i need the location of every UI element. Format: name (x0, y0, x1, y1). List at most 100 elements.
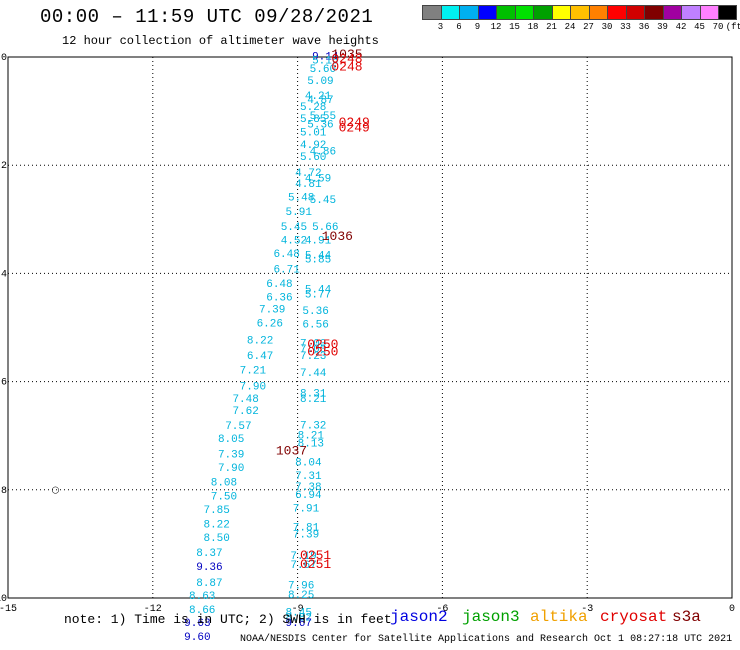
wave-height-label: 5.01 (300, 127, 327, 139)
color-swatch (570, 5, 589, 20)
color-scale-label: 3 (437, 22, 444, 32)
wave-height-label: 7.57 (225, 421, 251, 433)
wave-height-label: 7.44 (300, 368, 327, 380)
wave-height-label: 5.44 (305, 250, 332, 262)
page-title: 00:00 – 11:59 UTC 09/28/2021 (40, 6, 374, 28)
wave-height-label: 8.22 (247, 336, 273, 348)
wave-height-label: 6.48 (273, 249, 299, 261)
wave-height-label: 6.48 (266, 279, 292, 291)
color-scale-label: 27 (583, 22, 594, 32)
wave-height-label: 6.47 (247, 351, 273, 363)
wave-height-label: 8.63 (189, 591, 215, 603)
wave-height-label: 5.85 (300, 114, 326, 126)
wave-height-label: 7.50 (211, 492, 237, 504)
page-subtitle: 12 hour collection of altimeter wave hei… (62, 34, 379, 48)
wave-height-label: 5.16 (312, 55, 338, 67)
color-swatch (662, 5, 681, 20)
wave-height-label: 4.92 (300, 140, 326, 152)
legend-cryosat: cryosat (600, 608, 668, 626)
credit-line: NOAA/NESDIS Center for Satellite Applica… (240, 634, 733, 645)
color-swatch (551, 5, 570, 20)
wave-height-label: 4.21 (305, 91, 332, 103)
wave-height-label: 5.36 (307, 119, 333, 131)
footnote: note: 1) Time is in UTC; 2) SWH is in fe… (64, 612, 392, 627)
x-tick-label: -3 (581, 604, 593, 615)
wave-height-label: 4.81 (295, 179, 322, 191)
plot-frame (7, 56, 733, 599)
color-swatch (533, 5, 552, 20)
wave-height-label: 6.26 (257, 318, 283, 330)
color-scale-label: (ft) (725, 22, 740, 32)
wave-height-label: 7.00 (300, 338, 326, 350)
color-scale-label: 9 (474, 22, 481, 32)
wave-height-label: 4.87 (307, 95, 333, 107)
wave-height-label: 7.39 (218, 449, 244, 461)
color-swatch (718, 5, 737, 20)
color-swatch (477, 5, 496, 20)
wave-height-label: 6.56 (302, 320, 328, 332)
color-swatch (496, 5, 515, 20)
y-tick-label: -2 (0, 161, 7, 172)
x-tick-label: -6 (436, 604, 448, 615)
pass-time-label: 0251 (300, 548, 331, 563)
color-scale-label: 21 (546, 22, 557, 32)
pass-time-label: 1035 (331, 47, 362, 62)
wave-height-label: 7.85 (203, 505, 229, 517)
wave-height-label: 5.60 (310, 64, 336, 76)
wave-height-label: 7.39 (259, 304, 285, 316)
y-tick-label: -10 (0, 594, 7, 605)
legend-altika: altika (530, 608, 588, 626)
wave-height-label: 7.81 (293, 522, 320, 534)
legend-jason3: jason3 (462, 608, 520, 626)
color-swatch (681, 5, 700, 20)
wave-height-label: 8.21 (298, 430, 325, 442)
wave-height-label: 7.90 (218, 463, 244, 475)
wave-height-label: 5.55 (310, 111, 336, 123)
wave-height-label: 8.82 (286, 613, 312, 625)
wave-height-label: 8.05 (218, 434, 244, 446)
color-swatch (699, 5, 718, 20)
wave-height-label: 5.77 (305, 290, 331, 302)
wave-height-label: 9.36 (196, 562, 222, 574)
color-swatch (459, 5, 478, 20)
wave-height-label: 5.28 (300, 102, 326, 114)
color-scale-label: 18 (527, 22, 539, 32)
y-tick-label: -4 (0, 269, 7, 280)
wave-height-label: 5.66 (312, 222, 338, 234)
color-scale-label: 45 (694, 22, 705, 32)
x-tick-label: 0 (729, 604, 735, 615)
color-scale-label: 15 (509, 22, 520, 32)
pass-time-label: 1037 (276, 444, 307, 459)
color-swatch (644, 5, 663, 20)
wave-height-label: 4.91 (305, 236, 332, 248)
color-swatch (588, 5, 607, 20)
wave-height-label: 8.45 (286, 607, 312, 619)
wave-height-label: 9.63 (184, 618, 210, 630)
wave-height-label: 7.62 (232, 406, 258, 418)
wave-height-label: 8.22 (203, 520, 229, 532)
pass-time-label: 0248 (331, 51, 362, 66)
wave-height-label: 8.50 (203, 533, 229, 545)
wave-height-label: 7.91 (293, 503, 320, 515)
wave-height-label: 5.36 (302, 306, 328, 318)
y-tick-label: 0 (1, 53, 7, 64)
wave-height-label: 8.31 (300, 389, 327, 401)
wave-height-label: 7.90 (240, 382, 266, 394)
wave-height-label: 4.52 (281, 236, 307, 248)
track-marker: ○ (51, 486, 59, 496)
wave-height-label: 7.48 (232, 394, 258, 406)
wave-height-label: 5.44 (305, 284, 332, 296)
pass-time-label: 0250 (307, 345, 338, 360)
wave-height-label: 9.60 (184, 632, 210, 644)
wave-height-label: 8.37 (196, 548, 222, 560)
wave-height-label: 5.48 (288, 192, 314, 204)
color-scale-label: 6 (456, 22, 462, 32)
wave-height-label: 6.71 (273, 264, 300, 276)
y-tick-label: -6 (0, 378, 7, 389)
wave-height-label: 5.45 (310, 195, 336, 207)
wave-height-label: 7.39 (293, 529, 319, 541)
color-swatch (422, 5, 441, 20)
wave-height-label: 8.04 (295, 457, 322, 469)
color-scale-label: 39 (657, 22, 668, 32)
